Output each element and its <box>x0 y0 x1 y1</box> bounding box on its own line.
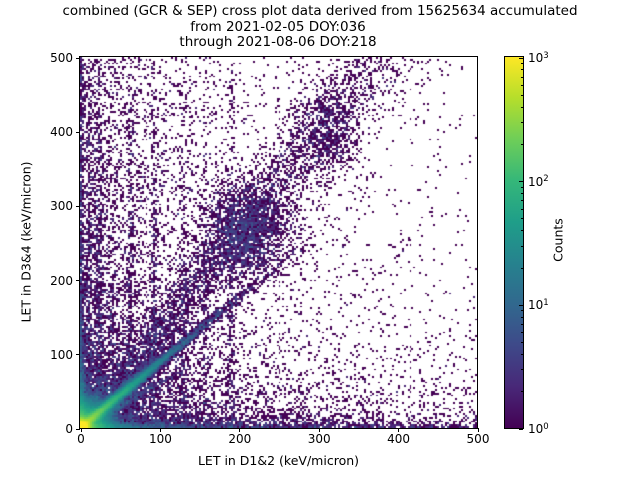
colorbar-minor-tick <box>520 310 523 312</box>
colorbar-major-tick <box>519 181 523 183</box>
colorbar-minor-tick <box>520 63 523 65</box>
y-axis-tick-label: 500 <box>50 51 73 65</box>
density-heatmap-canvas <box>80 57 477 428</box>
x-axis-tick <box>80 428 82 432</box>
colorbar-minor-tick <box>520 332 523 334</box>
colorbar-minor-tick <box>520 208 523 210</box>
colorbar-tick-label: 101 <box>528 297 549 313</box>
y-axis-tick <box>76 428 80 430</box>
x-axis-tick <box>239 428 241 432</box>
colorbar-tick-label: 103 <box>528 50 549 65</box>
colorbar-minor-tick <box>520 200 523 202</box>
colorbar-minor-tick <box>520 354 523 356</box>
colorbar-minor-tick <box>520 369 523 371</box>
x-axis-label: LET in D1&2 (keV/micron) <box>197 453 360 468</box>
colorbar-minor-tick <box>520 316 523 318</box>
colorbar-major-tick <box>519 304 523 306</box>
chart-title-line2: from 2021-02-05 DOY:036 <box>190 18 366 35</box>
y-axis-label: LET in D3&4 (keV/micron) <box>18 161 34 323</box>
x-axis-tick <box>318 428 320 432</box>
colorbar-minor-tick <box>520 193 523 195</box>
colorbar-minor-tick <box>520 186 523 188</box>
y-axis-tick <box>76 354 80 356</box>
colorbar-minor-tick <box>520 391 523 393</box>
colorbar-minor-tick <box>520 245 523 247</box>
y-axis-tick-label: 100 <box>50 347 73 362</box>
x-axis-tick <box>398 428 400 432</box>
colorbar-major-tick <box>519 57 523 59</box>
colorbar-major-tick <box>519 428 523 430</box>
colorbar-minor-tick <box>520 143 523 145</box>
y-axis-tick <box>76 205 80 207</box>
x-axis-tick-label: 200 <box>228 432 252 446</box>
colorbar-minor-tick <box>520 230 523 232</box>
colorbar-minor-tick <box>520 69 523 71</box>
y-axis-tick <box>76 57 80 59</box>
chart-title-line3: through 2021-08-06 DOY:218 <box>179 33 377 50</box>
y-axis-tick <box>76 131 80 133</box>
colorbar-minor-tick <box>520 323 523 325</box>
x-axis-tick-label: 400 <box>387 432 411 446</box>
colorbar-minor-tick <box>520 76 523 78</box>
x-axis-tick <box>477 428 479 432</box>
x-axis-tick <box>159 428 161 432</box>
colorbar-minor-tick <box>520 218 523 220</box>
x-axis-tick-label: 0 <box>77 432 85 446</box>
plot-area: 0 100 200 300 400 500 0 100 200 300 400 500 <box>50 52 489 445</box>
y-axis-tick <box>76 280 80 282</box>
y-axis-tick-label: 0 <box>65 422 73 436</box>
y-axis-tick-label: 300 <box>50 199 73 214</box>
colorbar-minor-tick <box>520 106 523 108</box>
colorbar-minor-tick <box>520 267 523 269</box>
colorbar-minor-tick <box>520 84 523 86</box>
colorbar-gradient <box>505 57 523 428</box>
chart-title-line1: combined (GCR & SEP) cross plot data der… <box>62 3 578 19</box>
colorbar-minor-tick <box>520 94 523 96</box>
colorbar-tick-label: 102 <box>528 173 549 189</box>
x-axis-tick-label: 300 <box>307 432 331 446</box>
y-axis-tick-label: 400 <box>50 125 73 140</box>
colorbar-label: Counts <box>550 218 566 262</box>
y-axis-tick-label: 200 <box>50 273 73 288</box>
colorbar-minor-tick <box>520 342 523 344</box>
x-axis-tick-label: 100 <box>148 432 172 446</box>
colorbar-minor-tick <box>520 122 523 124</box>
x-axis-tick-label: 500 <box>466 432 490 446</box>
colorbar-tick-label: 100 <box>528 421 549 436</box>
colorbar: 100 101 102 103 <box>504 51 549 435</box>
